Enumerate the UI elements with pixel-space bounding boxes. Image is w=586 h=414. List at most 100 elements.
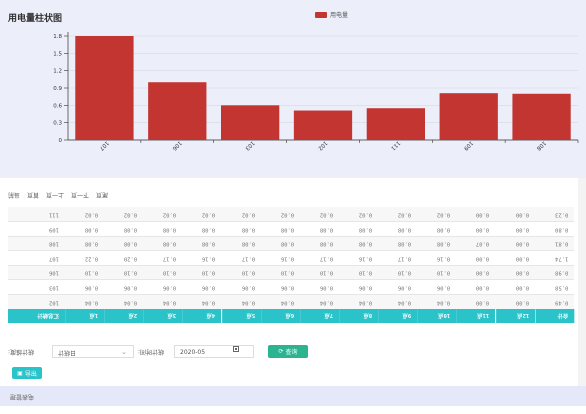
table-cell: 0.06 bbox=[299, 279, 339, 295]
table-cell: 0.06 bbox=[260, 279, 300, 295]
table-header-cell: 6点 bbox=[260, 309, 300, 325]
table-cell: 0.08 bbox=[104, 236, 144, 251]
table-cell: 0.02 bbox=[221, 207, 261, 222]
table-header-cell: 2点 bbox=[104, 309, 144, 325]
table-cell: 0.08 bbox=[221, 221, 261, 237]
date-input[interactable]: 2020-05 bbox=[174, 345, 254, 358]
table-cell: 0.02 bbox=[378, 207, 418, 222]
scrollbar[interactable] bbox=[578, 178, 586, 406]
table-cell: 0.06 bbox=[182, 279, 222, 295]
table-header-cell: 12点 bbox=[495, 309, 535, 325]
table-cell: 0.04 bbox=[143, 294, 183, 310]
table-cell: 0.16 bbox=[417, 250, 457, 266]
filter-row: 统计维度: 日统计 ⌄ 统计时间: 2020-05 bbox=[8, 342, 574, 362]
bar bbox=[366, 108, 425, 140]
table-header-cell: 合计 bbox=[534, 309, 574, 325]
table-cell: 0.17 bbox=[378, 250, 418, 266]
search-label: 查询 bbox=[285, 349, 298, 356]
table-cell: 107 bbox=[8, 250, 65, 266]
y-tick-label: 0.9 bbox=[53, 86, 62, 92]
date-label: 统计时间: bbox=[138, 348, 165, 355]
table-row: 102 0.04 0.04 0.04 0.04 0.04 0.04 0.04 0.04 0.04 0… bbox=[8, 294, 574, 310]
export-label: 导出 bbox=[24, 370, 37, 378]
table-cell: 0.00 bbox=[456, 207, 496, 222]
table-cell: 0.20 bbox=[104, 250, 144, 266]
bar bbox=[293, 110, 353, 140]
table-cell: 0.06 bbox=[64, 279, 105, 295]
table-cell: 0.00 bbox=[495, 265, 535, 280]
table-cell: 0.10 bbox=[260, 265, 300, 280]
table-cell: 0.00 bbox=[495, 221, 535, 237]
calendar-icon[interactable] bbox=[233, 346, 239, 352]
x-tick-label: 109 bbox=[462, 139, 474, 151]
table-cell: 0.04 bbox=[104, 294, 144, 310]
search-button[interactable]: ⟳ 查询 bbox=[268, 345, 308, 358]
table-cell: 0.04 bbox=[64, 294, 105, 310]
table-cell: 0.06 bbox=[143, 279, 183, 295]
table-cell: 0.58 bbox=[534, 279, 574, 295]
table-cell: 0.08 bbox=[260, 236, 300, 251]
pager-prev[interactable]: 上一页 bbox=[46, 191, 65, 198]
export-button[interactable]: ▣ 导出 bbox=[12, 367, 42, 379]
table-cell: 0.02 bbox=[182, 207, 222, 222]
table-header-cell: 3点 bbox=[143, 309, 183, 325]
table-cell: 0.10 bbox=[417, 265, 457, 280]
table-header-cell: 5点 bbox=[221, 309, 261, 325]
y-tick-label: 0 bbox=[59, 138, 63, 144]
table-cell: 0.17 bbox=[299, 250, 339, 266]
table-cell: 0.81 bbox=[534, 236, 574, 251]
table-cell: 0.00 bbox=[456, 294, 496, 310]
table-cell: 0.00 bbox=[495, 294, 535, 310]
table-cell: 0.08 bbox=[182, 221, 222, 237]
pager-next[interactable]: 下一页 bbox=[71, 191, 90, 198]
table-cell: 109 bbox=[8, 221, 65, 237]
table-cell: 0.10 bbox=[143, 265, 183, 280]
chevron-down-icon: ⌄ bbox=[121, 348, 127, 356]
table-header-cell: 汇总统计 bbox=[8, 309, 65, 325]
bar bbox=[439, 93, 498, 140]
table-cell: 0.17 bbox=[221, 250, 261, 266]
table-cell: 0.08 bbox=[64, 221, 105, 237]
dimension-select[interactable]: 日统计 ⌄ bbox=[52, 345, 134, 358]
pager-current[interactable]: 当前 bbox=[8, 191, 21, 198]
pager-last[interactable]: 尾页 bbox=[96, 191, 109, 198]
table-row: 111 0.02 0.02 0.02 0.02 0.02 0.02 0.02 0.02 0.02 0… bbox=[8, 207, 574, 222]
table-header-cell: 8点 bbox=[338, 309, 379, 325]
table-cell: 0.10 bbox=[221, 265, 261, 280]
table-cell: 0.00 bbox=[456, 279, 496, 295]
table-row: 109 0.08 0.08 0.08 0.08 0.08 0.08 0.08 0.08 0.08 0… bbox=[8, 221, 574, 237]
table-cell: 0.10 bbox=[378, 265, 418, 280]
table-cell: 102 bbox=[8, 294, 65, 310]
table-cell: 0.04 bbox=[417, 294, 457, 310]
table-row: 107 0.22 0.20 0.17 0.16 0.17 0.16 0.17 0.16 0.17 0… bbox=[8, 250, 574, 266]
table-cell: 0.04 bbox=[338, 294, 379, 310]
table-cell: 108 bbox=[8, 236, 65, 251]
table-cell: 0.10 bbox=[338, 265, 379, 280]
table-cell: 0.08 bbox=[417, 236, 457, 251]
y-tick-label: 1.2 bbox=[53, 69, 62, 75]
table-cell: 0.16 bbox=[338, 250, 379, 266]
legend-label: 用电量 bbox=[330, 12, 349, 19]
chart-legend[interactable]: 用电量 bbox=[315, 10, 348, 19]
table-cell: 0.06 bbox=[104, 279, 144, 295]
table-cell: 0.00 bbox=[495, 207, 535, 222]
bar bbox=[148, 82, 207, 140]
table-cell: 0.17 bbox=[143, 250, 183, 266]
table-cell: 0.08 bbox=[338, 221, 379, 237]
table-cell: 0.08 bbox=[378, 221, 418, 237]
pager-first[interactable]: 首页 bbox=[27, 191, 40, 198]
x-tick-label: 108 bbox=[535, 139, 547, 151]
table-row: 103 0.06 0.06 0.06 0.06 0.06 0.06 0.06 0.06 0.06 0… bbox=[8, 279, 574, 295]
table-cell: 0.23 bbox=[534, 207, 574, 222]
table-cell: 0.06 bbox=[417, 279, 457, 295]
table-cell: 0.06 bbox=[221, 279, 261, 295]
table-cell: 0.00 bbox=[456, 265, 496, 280]
x-tick-label: 102 bbox=[316, 139, 328, 151]
table-cell: 0.08 bbox=[64, 236, 105, 251]
dimension-value: 日统计 bbox=[58, 349, 77, 356]
table-cell: 0.02 bbox=[338, 207, 379, 222]
table-header-cell: 7点 bbox=[299, 309, 339, 325]
table-cell: 0.10 bbox=[64, 265, 105, 280]
table-cell: 0.04 bbox=[182, 294, 222, 310]
table-cell: 0.10 bbox=[299, 265, 339, 280]
